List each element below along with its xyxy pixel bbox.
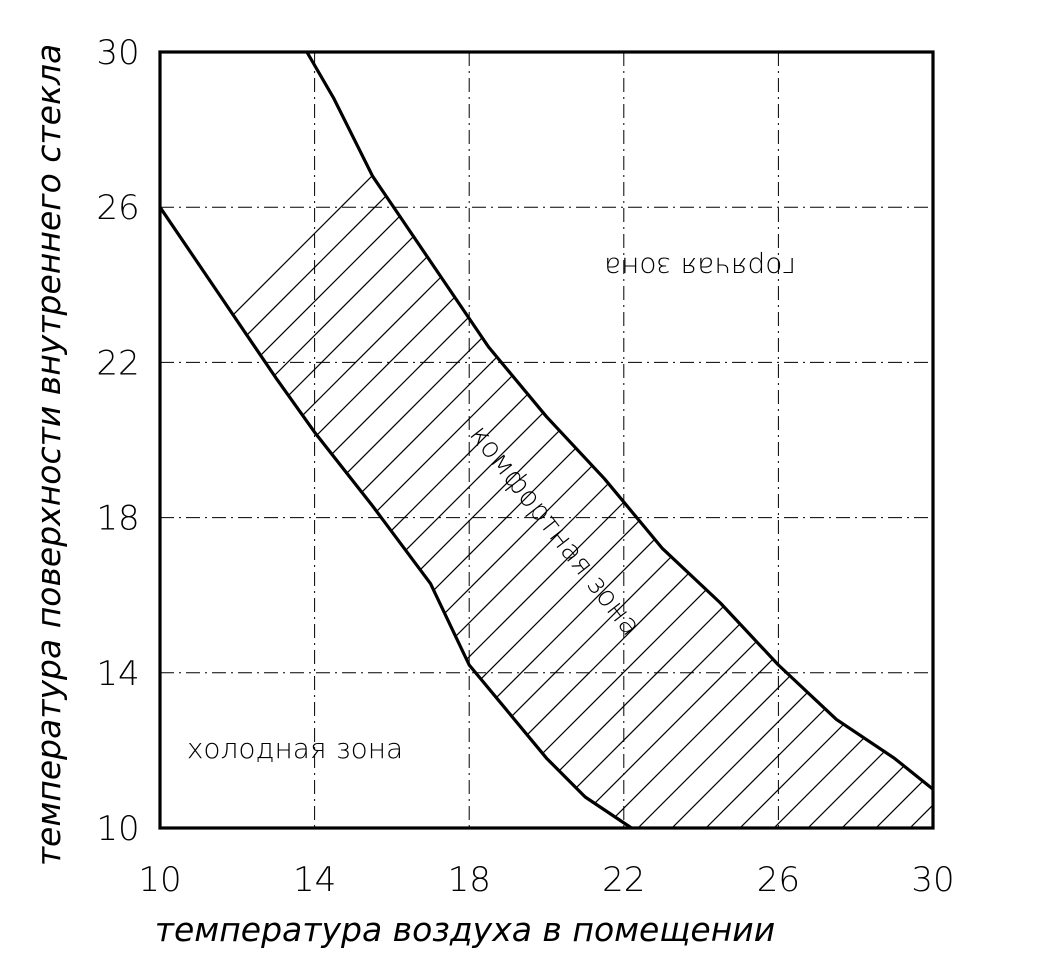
hot-zone-label: горячая зона [604,251,796,284]
hatch-line [160,52,653,828]
x-tick-label: 26 [757,860,800,900]
hatch-line [515,52,933,828]
y-axis-title: температура поверхности внутреннего стек… [29,44,68,866]
x-tick-label: 22 [602,860,645,900]
hatch-line [160,52,933,828]
hatch-line [160,52,823,828]
hatch-line [651,52,933,828]
hatch-line [923,52,933,828]
hatch-line [855,52,933,828]
x-tick-label: 10 [138,860,181,900]
hatch-line [209,52,933,828]
x-axis-title: температура воздуха в помещении [155,910,775,949]
comfort-zone-hatching [160,32,1044,848]
grid-lines [160,52,933,828]
cold-zone-label: холодная зона [187,732,403,765]
y-tick-label: 18 [96,499,139,539]
hatch-line [719,52,933,828]
y-tick-label: 14 [96,654,139,694]
y-tick-label: 30 [96,33,139,73]
hatch-line [345,52,933,828]
hatch-line [617,52,933,828]
hatch-line [277,52,933,828]
y-tick-label: 26 [96,188,139,228]
y-tick-label: 22 [96,343,139,383]
hatch-line [160,52,687,828]
hatch-line [175,52,933,828]
hatch-line [549,52,933,828]
hatch-line [992,32,1044,848]
lower-boundary-curve [158,206,633,830]
y-tick-label: 10 [96,809,139,849]
hatch-line [413,52,933,828]
y-axis-ticks: 30 26 22 18 14 10 [96,33,139,849]
x-tick-label: 14 [293,860,336,900]
hatch-line [160,52,857,828]
upper-boundary-curve [305,51,935,791]
x-tick-label: 30 [911,860,954,900]
hatch-line [160,52,789,828]
x-axis-ticks: 10 14 18 22 26 30 [138,860,954,900]
comfort-zone-label: комфортная зона [463,418,648,641]
hatch-line [685,52,933,828]
hatch-line [787,52,933,828]
hatch-line [753,52,933,828]
hatch-line [160,52,755,828]
hatch-line [1026,32,1044,848]
hatch-line [160,52,517,828]
hatch-line [243,52,933,828]
plot-frame [158,50,935,830]
hatch-line [160,52,925,828]
x-tick-label: 18 [448,860,491,900]
hatch-line [889,52,933,828]
hatch-line [447,52,933,828]
hatch-line [958,32,1044,848]
hatch-line [583,52,933,828]
hatch-line [160,52,619,828]
